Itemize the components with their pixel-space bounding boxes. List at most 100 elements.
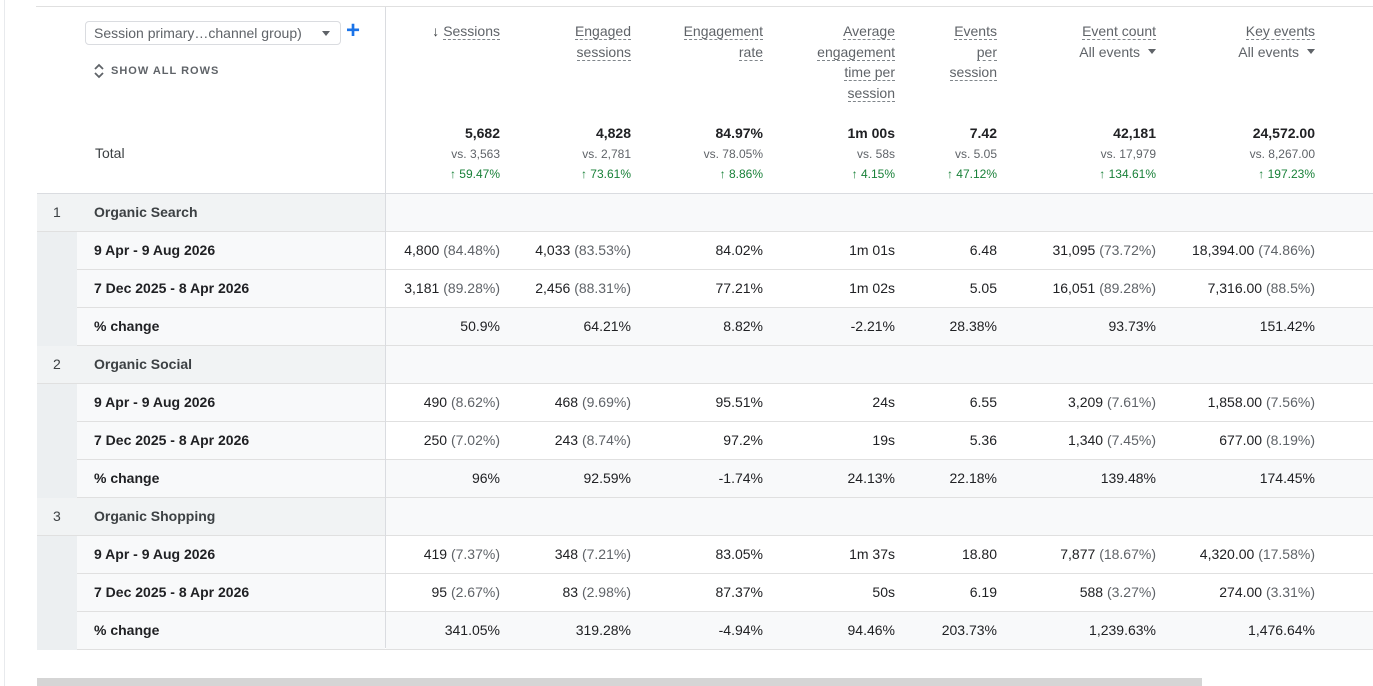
metric-cell: 83.05% (603, 536, 763, 573)
dimension-select[interactable]: Session primary…channel group) (85, 21, 341, 45)
dropdown-caret-icon (1148, 49, 1156, 55)
total-change: ↑ 197.23% (1258, 167, 1315, 181)
row-indent (37, 232, 77, 270)
metric-value: 83 (562, 584, 579, 600)
dimension-select-label: Session primary…channel group) (94, 25, 302, 41)
metric-cell: 31,095 (73.72%) (996, 232, 1156, 269)
metric-cell: 588 (3.27%) (996, 574, 1156, 611)
column-header-engrate[interactable]: Engagement rate (653, 21, 763, 62)
column-header-line: Event count (1016, 21, 1156, 42)
metric-value: 18,394.00 (1192, 242, 1255, 258)
metric-value: 1m 37s (849, 546, 895, 562)
metric-share: (7.56%) (1265, 394, 1315, 410)
total-comparison: vs. 8,267.00 (1249, 147, 1315, 161)
event-filter-dropdown[interactable]: All events (1175, 42, 1315, 63)
metric-cell: 677.00 (8.19%) (1155, 422, 1315, 459)
metric-share: (73.72%) (1099, 242, 1156, 258)
horizontal-scrollbar[interactable] (37, 678, 1202, 686)
metric-cell: 18.80 (837, 536, 997, 573)
row-indent (37, 270, 77, 308)
row-values-background (386, 612, 1373, 649)
column-header-eventcount[interactable]: Event count All events (1016, 21, 1156, 62)
total-cell: 24,572.00 vs. 8,267.00 ↑ 197.23% (1175, 125, 1315, 181)
metric-value: 19s (872, 432, 895, 448)
column-header-sessions[interactable]: ↓ Sessions (390, 21, 500, 42)
metric-cell: 1m 02s (735, 270, 895, 307)
channel-name[interactable]: Organic Shopping (94, 508, 216, 524)
metric-value: 419 (423, 546, 448, 562)
metric-value: 4,320.00 (1199, 546, 1255, 562)
column-header-line: Average (785, 21, 895, 42)
metric-value: 5.05 (969, 280, 997, 296)
row-indent (37, 384, 77, 422)
channel-name[interactable]: Organic Search (94, 204, 198, 220)
event-filter-dropdown[interactable]: All events (1016, 42, 1156, 63)
column-header-engaged[interactable]: Engaged sessions (521, 21, 631, 62)
metric-cell: 341.05% (340, 612, 500, 649)
metric-value: 83.05% (715, 546, 763, 562)
total-change: ↑ 134.61% (1099, 167, 1156, 181)
metric-share: (8.19%) (1265, 432, 1315, 448)
show-all-rows-button[interactable]: SHOW ALL ROWS (93, 63, 219, 79)
column-header-text: Sessions (443, 23, 500, 40)
metric-cell: 64.21% (471, 308, 631, 345)
metric-cell: 139.48% (996, 460, 1156, 497)
column-header-text: time per (844, 64, 895, 81)
metric-value: 3,181 (404, 280, 440, 296)
metric-cell: 319.28% (471, 612, 631, 649)
column-header-text: Events (954, 23, 997, 40)
metric-value: 95.51% (715, 394, 763, 410)
metric-value: 1,340 (1068, 432, 1104, 448)
left-border (4, 0, 5, 686)
column-header-events_per[interactable]: Events per session (907, 21, 997, 83)
row-label: 7 Dec 2025 - 8 Apr 2026 (94, 584, 250, 600)
metric-cell: 4,800 (84.48%) (340, 232, 500, 269)
metric-cell: 151.42% (1155, 308, 1315, 345)
column-header-line: time per (785, 62, 895, 83)
channel-name[interactable]: Organic Social (94, 356, 193, 372)
row-index: 1 (53, 204, 61, 220)
add-dimension-button[interactable]: + (346, 17, 361, 44)
row-label-background (77, 384, 385, 421)
column-header-text: Key events (1245, 23, 1315, 40)
column-header-text: rate (738, 43, 763, 61)
row-indent (37, 308, 77, 346)
metric-value: 92.59% (583, 470, 631, 486)
total-comparison: vs. 78.05% (703, 147, 763, 161)
metric-value: 588 (1079, 584, 1104, 600)
metric-value: 1,476.64% (1248, 622, 1315, 638)
metric-value: 1m 02s (849, 280, 895, 296)
metric-cell: 50s (735, 574, 895, 611)
column-header-text: Engagement (683, 23, 763, 40)
total-change: ↑ 59.47% (449, 167, 500, 181)
column-header-avgtime[interactable]: Average engagement time per session (785, 21, 895, 103)
metric-cell: 3,209 (7.61%) (996, 384, 1156, 421)
column-header-line: ↓ Sessions (390, 21, 500, 42)
row-indent (37, 460, 77, 498)
row-label: 9 Apr - 9 Aug 2026 (94, 546, 216, 562)
total-comparison: vs. 2,781 (582, 147, 631, 161)
metric-cell: 1m 01s (735, 232, 895, 269)
metric-cell: 50.9% (340, 308, 500, 345)
metric-share: (7.61%) (1106, 394, 1156, 410)
total-comparison: vs. 58s (856, 147, 895, 161)
total-label: Total (95, 145, 125, 161)
row-label-background (77, 536, 385, 573)
row-label-background (77, 270, 385, 307)
group-row-values (386, 194, 1373, 231)
group-row-values (386, 346, 1373, 383)
metric-share: (7.45%) (1106, 432, 1156, 448)
metric-value: 250 (423, 432, 448, 448)
column-header-line: sessions (521, 42, 631, 63)
table-row: 9 Apr - 9 Aug 2026 4,800 (84.48%) 4,033 (8… (37, 232, 1373, 270)
total-value: 4,828 (595, 125, 631, 141)
total-value: 1m 00s (847, 125, 895, 141)
table-row: 9 Apr - 9 Aug 2026 490 (8.62%) 468 (9.69%)… (37, 384, 1373, 422)
total-value: 84.97% (715, 125, 763, 141)
column-header-text: session (949, 64, 997, 81)
metric-cell: 97.2% (603, 422, 763, 459)
total-comparison: vs. 5.05 (954, 147, 997, 161)
column-header-keyevents[interactable]: Key events All events (1175, 21, 1315, 62)
metric-cell: 96% (340, 460, 500, 497)
row-label: % change (94, 470, 160, 486)
